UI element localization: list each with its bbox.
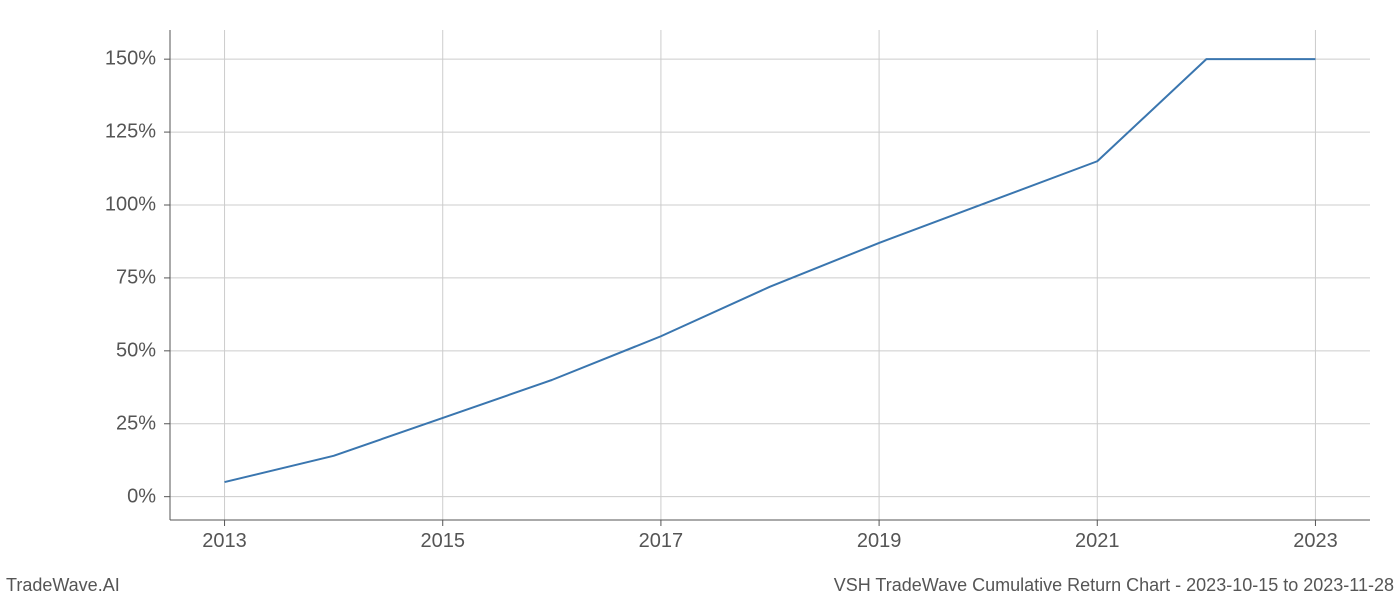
y-tick-label: 100% [86, 194, 156, 217]
x-tick-label: 2023 [1293, 530, 1338, 553]
y-tick-label: 50% [86, 339, 156, 362]
x-tick-label: 2019 [857, 530, 902, 553]
y-tick-label: 0% [86, 485, 156, 508]
y-tick-label: 125% [86, 121, 156, 144]
footer-right-label: VSH TradeWave Cumulative Return Chart - … [834, 575, 1394, 596]
y-tick-label: 150% [86, 48, 156, 71]
x-tick-label: 2017 [639, 530, 684, 553]
plot-area [170, 30, 1370, 520]
y-tick-label: 75% [86, 266, 156, 289]
chart-container: 0% 25% 50% 75% 100% 125% 150% 2013 2015 2017 2019… [0, 0, 1400, 600]
x-tick-label: 2021 [1075, 530, 1120, 553]
y-tick-label: 25% [86, 412, 156, 435]
footer-left-label: TradeWave.AI [6, 575, 120, 596]
series-line [225, 59, 1316, 482]
chart-svg [170, 30, 1370, 520]
x-tick-label: 2015 [420, 530, 465, 553]
x-tick-label: 2013 [202, 530, 247, 553]
